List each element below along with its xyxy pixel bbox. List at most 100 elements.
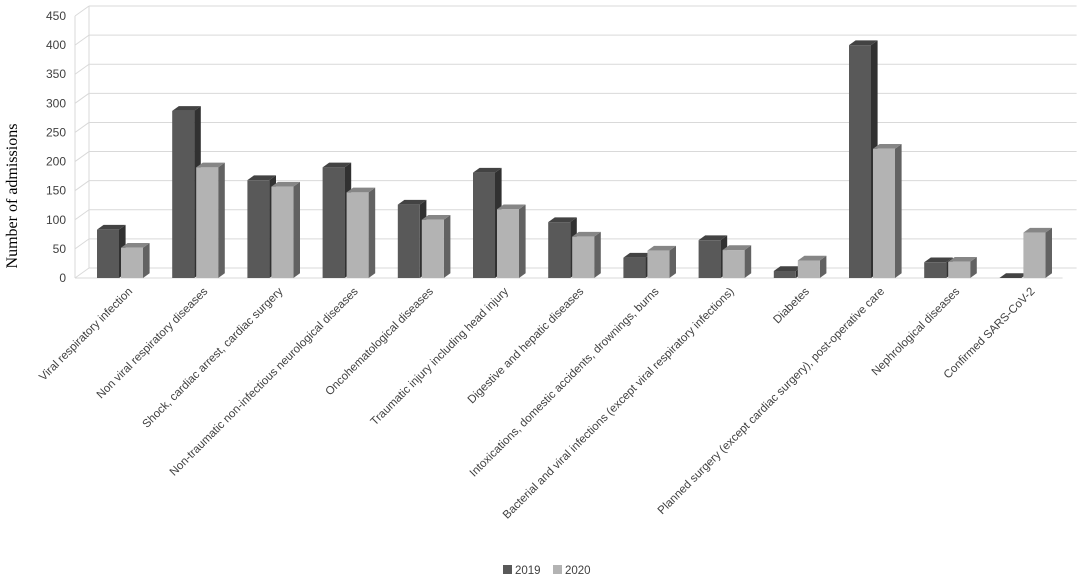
- bar-front-face: [121, 247, 143, 278]
- bar-2020: [1023, 227, 1052, 278]
- bar-side-face: [368, 187, 376, 278]
- bar-2020: [722, 245, 752, 278]
- x-tick-label: Diabetes: [771, 285, 812, 326]
- x-tick-label: Traumatic injury including head injury: [369, 285, 512, 428]
- bar-2020: [196, 162, 225, 278]
- bar-2020: [346, 187, 376, 278]
- bar-top-face: [797, 255, 827, 261]
- bar-top-face: [322, 162, 352, 168]
- gridline-depth: [74, 122, 90, 133]
- bar-side-face: [443, 215, 451, 278]
- bar-front-face: [473, 172, 495, 278]
- y-tick-label: 0: [59, 271, 66, 285]
- gridline-depth: [74, 5, 90, 17]
- bar-front-face: [722, 250, 745, 278]
- y-tick-label: 350: [46, 67, 66, 81]
- bar-2020: [797, 255, 827, 278]
- bar-front-face: [346, 192, 369, 278]
- bar-front-face: [698, 240, 721, 278]
- bar-front-face: [548, 222, 571, 278]
- legend-swatch-2020: [553, 565, 562, 574]
- gridline-depth: [74, 63, 90, 75]
- bar-front-face: [397, 204, 420, 278]
- x-tick-label: Planned surgery (except cardiac surgery)…: [656, 286, 887, 517]
- bar-side-face: [669, 245, 676, 278]
- bars: [97, 40, 1052, 278]
- bar-top-face: [271, 181, 300, 187]
- bar-top-face: [473, 167, 502, 173]
- bar-front-face: [647, 250, 670, 278]
- bar-side-face: [293, 181, 300, 278]
- y-tick-label: 450: [46, 9, 66, 23]
- bar-2020: [421, 215, 451, 278]
- bar-side-face: [519, 204, 526, 278]
- y-tick-label: 200: [46, 155, 66, 169]
- gridline-depth: [74, 238, 90, 250]
- bar-top-face: [722, 245, 752, 251]
- y-axis-title: Number of admissions: [4, 124, 21, 269]
- gridline-depth: [74, 209, 90, 221]
- legend-label-2019: 2019: [515, 565, 541, 577]
- gridline-depth: [74, 92, 90, 104]
- y-tick-label: 250: [46, 125, 66, 139]
- legend-swatch-2019: [503, 565, 512, 574]
- bar-top-face: [247, 175, 276, 181]
- gridline-depth: [74, 180, 90, 192]
- bar-front-face: [948, 261, 971, 278]
- bar-2020: [873, 143, 902, 278]
- bar-side-face: [819, 255, 827, 278]
- bar-side-face: [1045, 227, 1052, 278]
- y-tick-label: 50: [53, 242, 67, 256]
- x-tick-label: Nephrological diseases: [870, 285, 963, 378]
- bar-top-face: [1023, 227, 1052, 233]
- bar-2019: [999, 273, 1028, 278]
- bar-front-face: [623, 257, 646, 278]
- bar-front-face: [172, 110, 195, 278]
- bar-top-face: [873, 143, 902, 149]
- bar-top-face: [647, 245, 676, 251]
- bar-front-face: [873, 148, 895, 278]
- bar-top-face: [397, 199, 427, 205]
- bar-top-face: [572, 231, 601, 237]
- bar-top-face: [849, 40, 878, 46]
- bar-front-face: [247, 180, 270, 278]
- bar-side-face: [970, 256, 977, 278]
- bar-side-face: [143, 242, 150, 278]
- bar-front-face: [572, 236, 595, 278]
- gridline-depth: [74, 151, 90, 162]
- bar-2020: [497, 204, 526, 278]
- bar-2020: [948, 256, 977, 278]
- bar-2020: [271, 181, 300, 278]
- bar-front-face: [849, 45, 871, 278]
- bar-2020: [572, 231, 601, 278]
- bar-front-face: [421, 219, 444, 278]
- bar-front-face: [1023, 232, 1046, 278]
- gridline-depth: [74, 34, 90, 46]
- bar-top-face: [97, 224, 126, 230]
- gridline-depth: [74, 267, 90, 279]
- y-tick-label: 400: [46, 38, 66, 52]
- bar-top-face: [497, 204, 526, 210]
- y-tick-label: 150: [46, 184, 66, 198]
- legend-label-2020: 2020: [565, 565, 591, 577]
- bar-front-face: [797, 260, 820, 278]
- bar-top-face: [548, 217, 577, 223]
- y-tick-label: 300: [46, 96, 66, 110]
- x-tick-label: Shock, cardiac arrest, cardiac surgery: [141, 285, 286, 430]
- bar-2020: [647, 245, 676, 278]
- bar-front-face: [497, 209, 519, 278]
- bar-front-face: [196, 167, 219, 278]
- bar-top-face: [623, 252, 652, 258]
- bar-top-face: [698, 235, 728, 241]
- bar-top-face: [121, 242, 150, 248]
- bar-top-face: [999, 273, 1028, 278]
- bar-front-face: [924, 262, 947, 278]
- bar-top-face: [924, 257, 953, 263]
- bar-top-face: [421, 215, 451, 220]
- bar-front-face: [322, 167, 345, 278]
- bar-side-face: [218, 162, 225, 278]
- bar-top-face: [773, 266, 803, 272]
- bar-top-face: [196, 162, 225, 168]
- bar-front-face: [773, 271, 796, 278]
